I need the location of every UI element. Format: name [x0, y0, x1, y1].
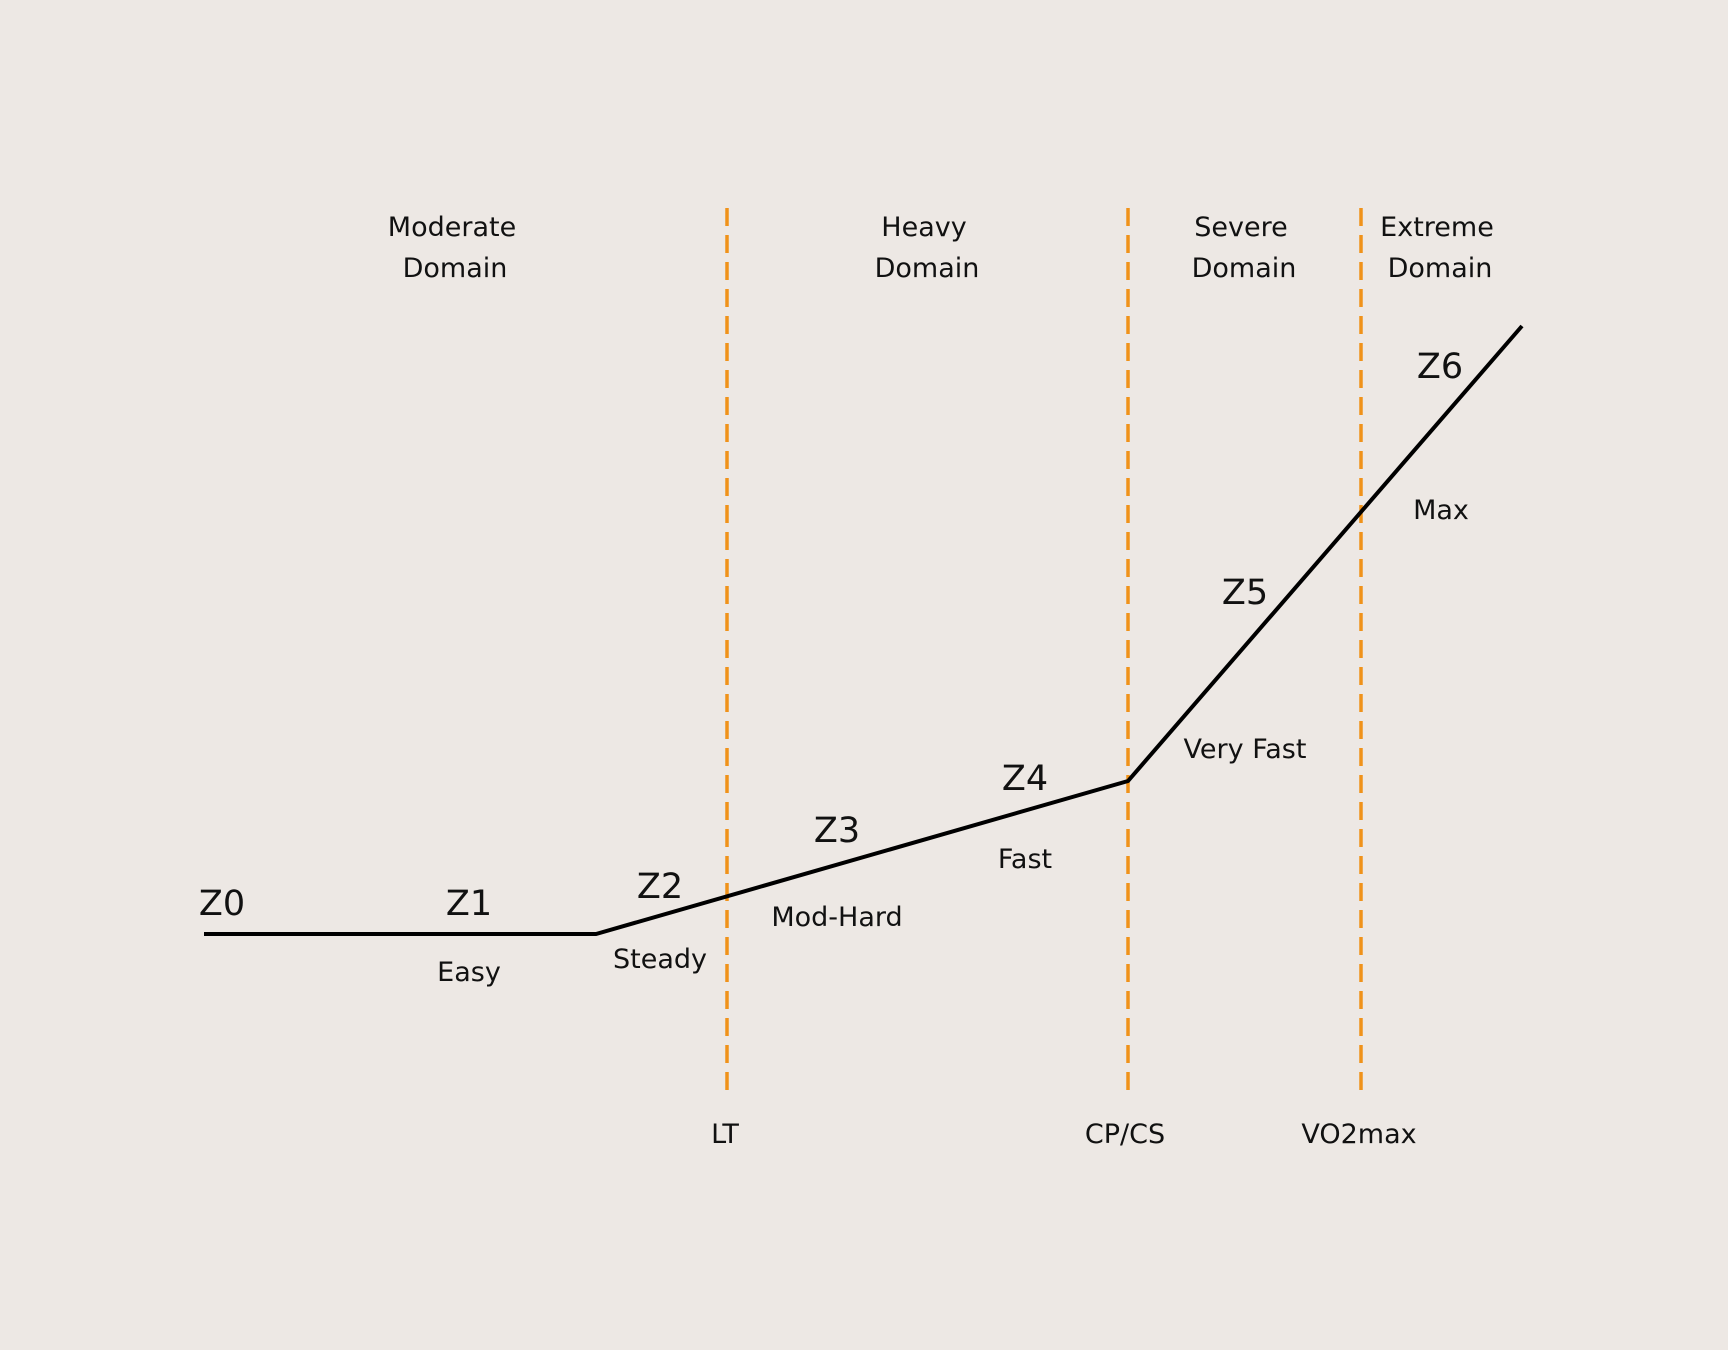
zone-label-z2: Z2: [637, 867, 683, 907]
domain-header-heavy: Heavy Domain: [875, 212, 980, 284]
intensity-curve: [204, 324, 1524, 936]
domain-extreme-line2: Domain: [1388, 253, 1493, 284]
threshold-label-vo2max: VO2max: [1301, 1119, 1416, 1150]
domain-extreme-line1: Extreme: [1380, 212, 1494, 243]
domain-header-extreme: Extreme Domain: [1380, 212, 1494, 284]
zone-label-z0: Z0: [199, 884, 245, 924]
domain-header-severe: Severe Domain: [1192, 212, 1297, 284]
zone-label-z6: Z6: [1417, 347, 1463, 387]
zone-label-z1: Z1: [446, 884, 492, 924]
domain-severe-line1: Severe: [1194, 212, 1287, 243]
threshold-label-cp-cs: CP/CS: [1085, 1119, 1165, 1150]
domain-header-moderate: Moderate Domain: [388, 212, 516, 284]
intensity-label-steady: Steady: [613, 944, 707, 975]
zone-label-z5: Z5: [1222, 573, 1268, 613]
intensity-label-easy: Easy: [437, 957, 501, 988]
intensity-label-max: Max: [1413, 495, 1469, 526]
zone-label-z4: Z4: [1002, 759, 1048, 799]
domain-moderate-line2: Domain: [403, 253, 508, 284]
domain-moderate-line1: Moderate: [388, 212, 516, 243]
domain-severe-line2: Domain: [1192, 253, 1297, 284]
domain-heavy-line2: Domain: [875, 253, 980, 284]
intensity-label-very-fast: Very Fast: [1184, 734, 1307, 765]
intensity-label-fast: Fast: [998, 844, 1052, 875]
intensity-label-mod-hard: Mod-Hard: [771, 902, 902, 933]
zone-label-z3: Z3: [814, 811, 860, 851]
threshold-label-lt: LT: [711, 1119, 739, 1150]
domain-heavy-line1: Heavy: [881, 212, 966, 243]
